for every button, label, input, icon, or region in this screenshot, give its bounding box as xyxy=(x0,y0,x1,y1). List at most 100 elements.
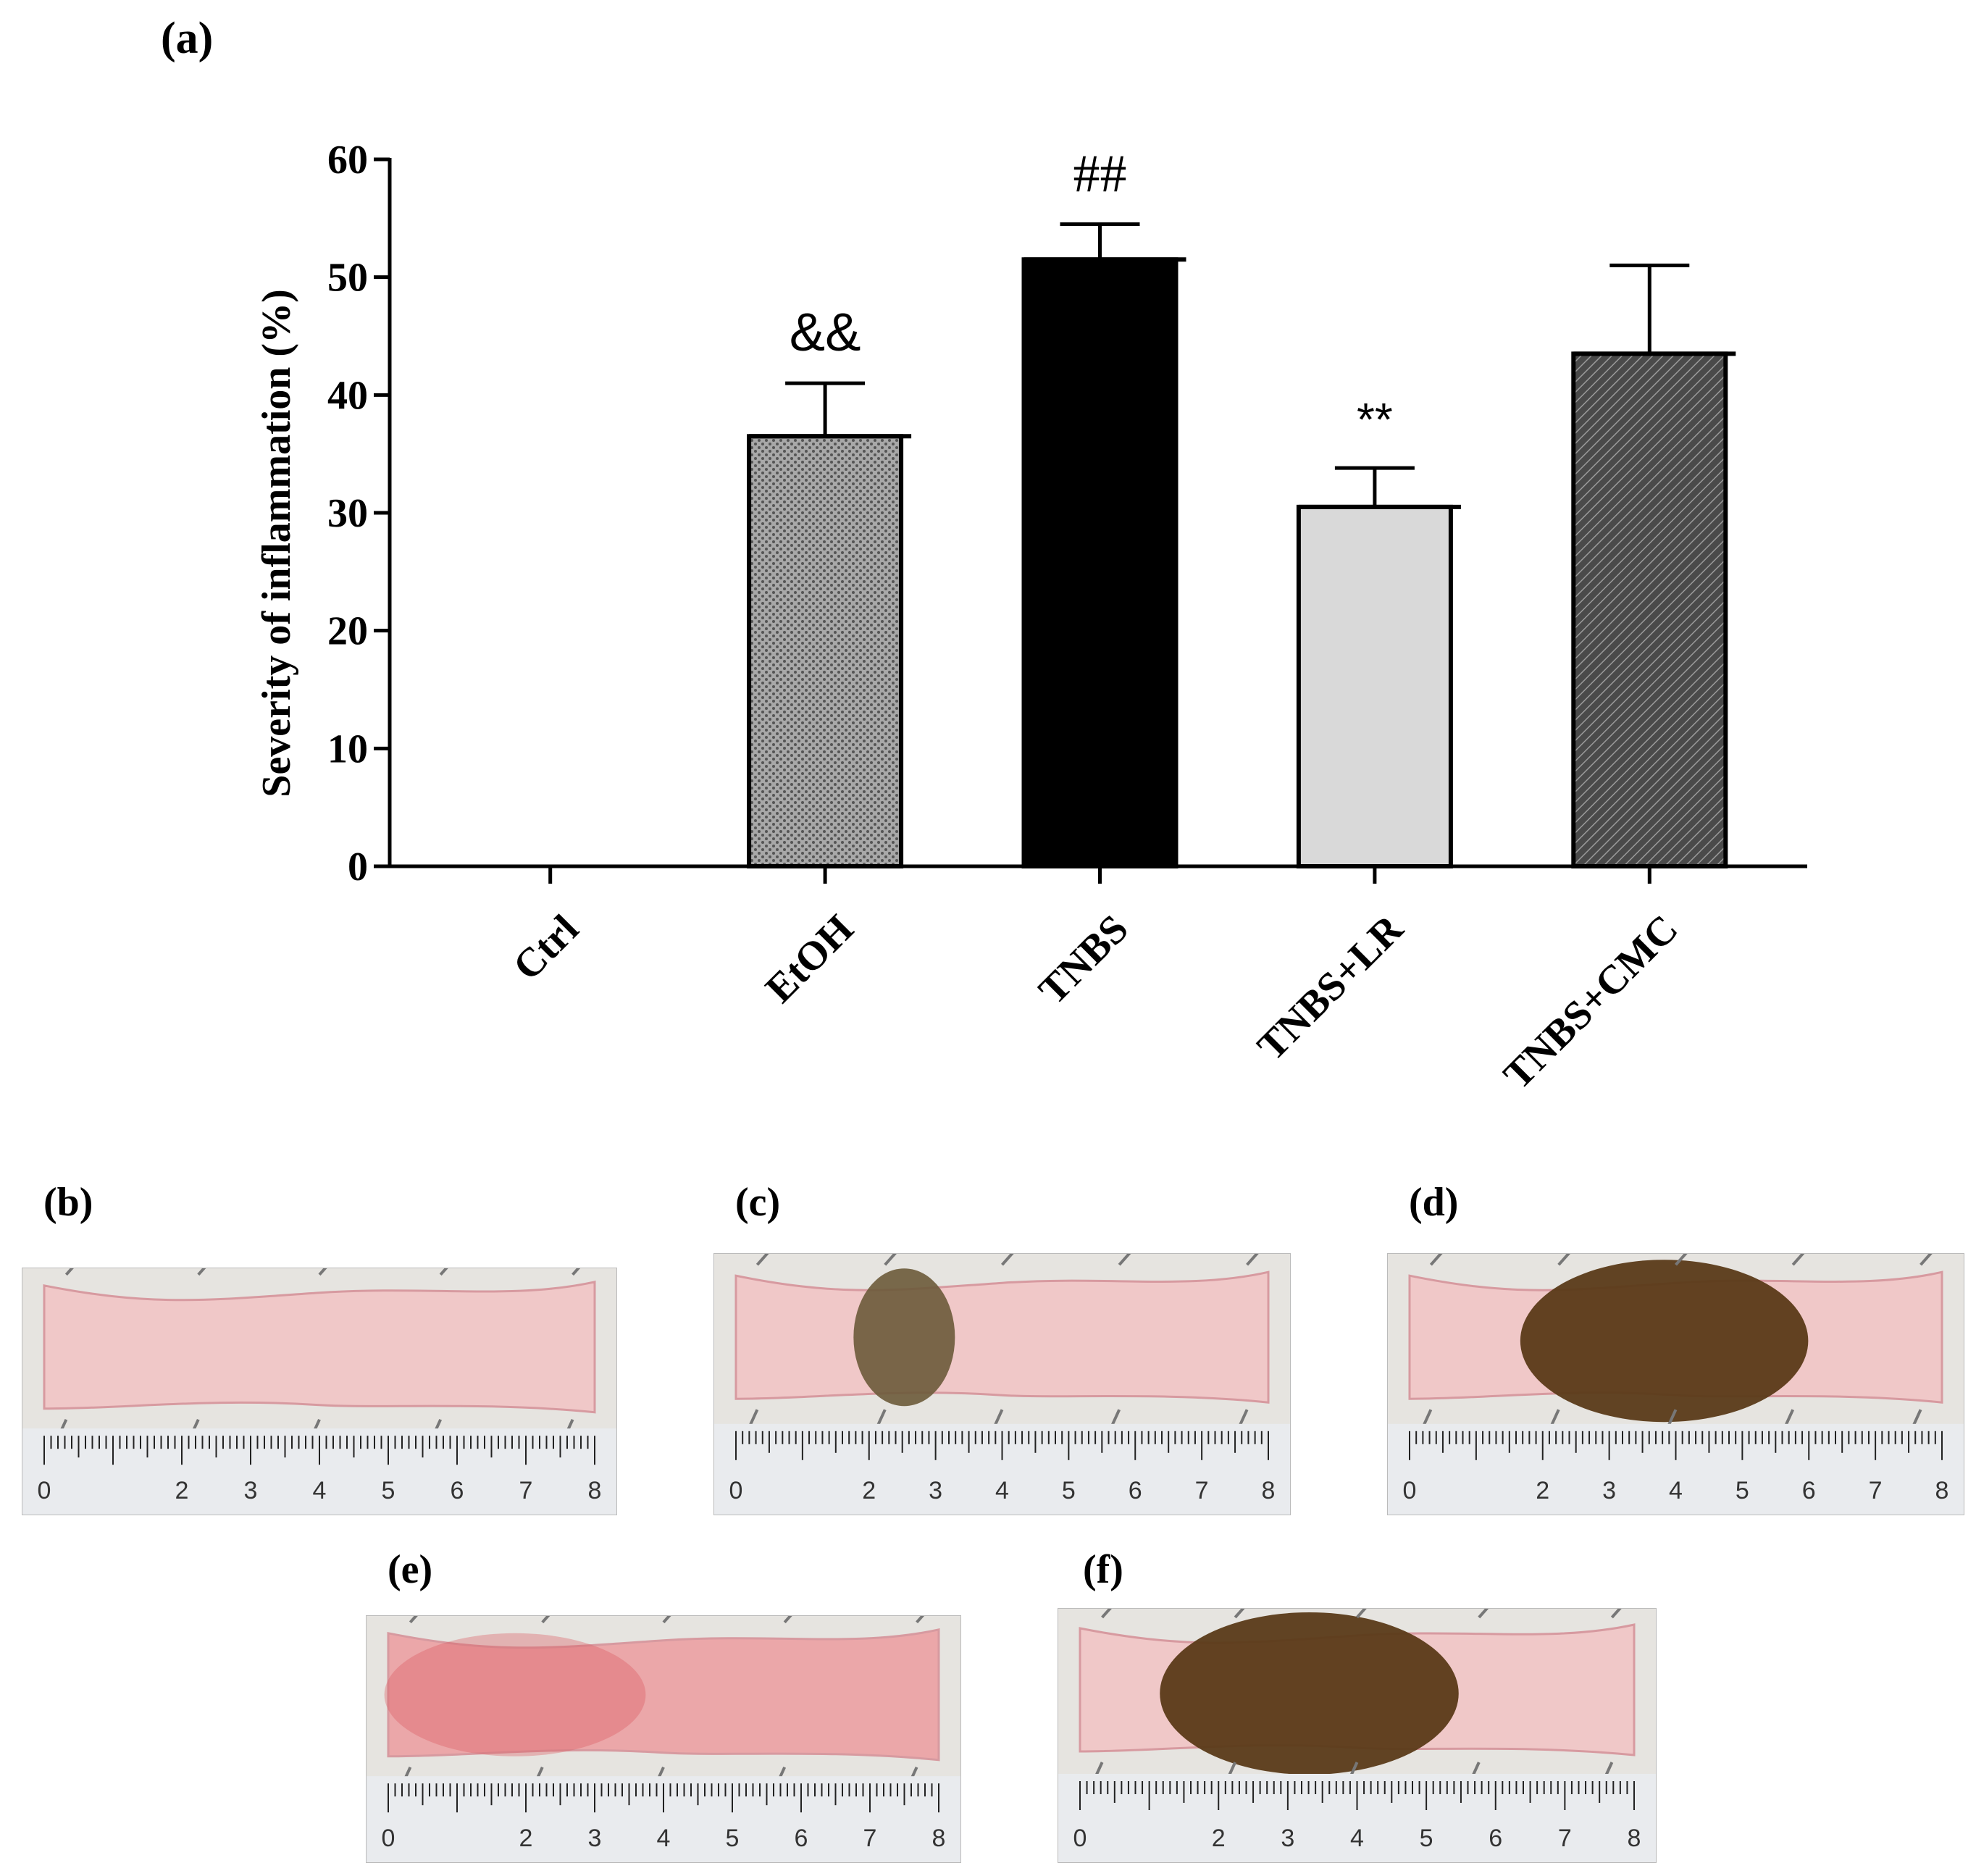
x-tick-label: TNBS+CMC xyxy=(1495,906,1686,1097)
pin xyxy=(1478,1609,1489,1619)
ruler-number: 8 xyxy=(588,1477,602,1504)
lesion xyxy=(1520,1260,1809,1423)
pin xyxy=(1557,1254,1570,1266)
ruler-number: 8 xyxy=(932,1825,946,1852)
lesion xyxy=(853,1268,955,1407)
ruler-number: 7 xyxy=(863,1825,877,1852)
pin xyxy=(1920,1254,1933,1266)
ruler-number: 0 xyxy=(729,1477,743,1504)
ruler-number: 5 xyxy=(1062,1477,1076,1504)
bar-tnbs-lr xyxy=(1296,504,1453,868)
y-tick-label: 40 xyxy=(327,373,368,418)
ruler-number: 0 xyxy=(382,1825,395,1852)
pin xyxy=(1118,1254,1131,1266)
ruler-number: 0 xyxy=(1073,1825,1087,1852)
ruler-number: 8 xyxy=(1628,1825,1641,1852)
ruler-number: 4 xyxy=(1669,1477,1683,1504)
pin xyxy=(1791,1254,1805,1266)
ruler-number: 6 xyxy=(1802,1477,1816,1504)
lesion xyxy=(1160,1612,1459,1775)
pin xyxy=(1101,1609,1112,1619)
pin xyxy=(783,1616,792,1624)
photo-colon-d: 0 2 3 4 5 6 7 8 xyxy=(1387,1253,1964,1515)
ruler-number: 7 xyxy=(519,1477,533,1504)
ruler-number: 0 xyxy=(38,1477,51,1504)
ruler-number: 8 xyxy=(1935,1477,1949,1504)
pin xyxy=(884,1254,897,1266)
y-tick-label: 60 xyxy=(327,138,368,183)
ruler-number: 6 xyxy=(1129,1477,1142,1504)
ruler-number: 6 xyxy=(451,1477,464,1504)
photo-colon-b: 0 2 3 4 5 6 7 8 xyxy=(22,1268,617,1515)
chart-labels: 0 10 20 30 40 50 60 Ctrl && EtOH ## TNBS ** TNBS+LR TN… xyxy=(327,138,1686,1098)
pin xyxy=(541,1616,550,1624)
ruler-number: 0 xyxy=(1403,1477,1417,1504)
photo-colon-c: 0 2 3 4 5 6 7 8 xyxy=(713,1253,1291,1515)
ruler-number: 7 xyxy=(1558,1825,1572,1852)
x-tick-label: Ctrl xyxy=(505,906,587,989)
pin xyxy=(755,1254,769,1266)
pin xyxy=(1675,1254,1688,1266)
significance-marker: ## xyxy=(1073,144,1127,204)
bar-etoh xyxy=(747,434,904,868)
ruler-number: 8 xyxy=(1262,1477,1276,1504)
ruler-number: 5 xyxy=(382,1477,395,1504)
y-tick-label: 20 xyxy=(327,609,368,654)
x-tick-label: EtOH xyxy=(757,906,862,1011)
colon-tissue xyxy=(387,1628,940,1762)
ruler-number: 2 xyxy=(1212,1825,1226,1852)
ruler-number: 5 xyxy=(1736,1477,1749,1504)
ruler-number: 3 xyxy=(1281,1825,1294,1852)
pin xyxy=(197,1268,206,1276)
pin xyxy=(1429,1254,1443,1266)
ruler-number: 3 xyxy=(588,1825,602,1852)
panel-label-a: (a) xyxy=(161,14,214,63)
y-tick-label: 30 xyxy=(327,491,368,536)
ruler-number: 3 xyxy=(1602,1477,1616,1504)
ruler-number: 7 xyxy=(1195,1477,1209,1504)
ruler-number: 4 xyxy=(1350,1825,1364,1852)
y-tick-label: 10 xyxy=(327,726,368,771)
x-tick-label: TNBS+LR xyxy=(1249,906,1412,1069)
photo-colon-f: 0 2 3 4 5 6 7 8 xyxy=(1058,1608,1657,1863)
ruler-number: 3 xyxy=(929,1477,942,1504)
ruler-number: 5 xyxy=(1420,1825,1433,1852)
pin xyxy=(409,1616,418,1624)
panel-label-e: (e) xyxy=(388,1547,433,1592)
panel-label-d: (d) xyxy=(1409,1180,1459,1225)
photo-colon-e: 0 2 3 4 5 6 7 8 xyxy=(366,1615,961,1863)
pin xyxy=(1246,1254,1259,1266)
bar-tnbs-cmc xyxy=(1571,351,1728,868)
inflamed-region xyxy=(384,1633,646,1756)
y-tick-label: 50 xyxy=(327,256,368,301)
pin xyxy=(318,1268,327,1276)
panel-label-b: (b) xyxy=(43,1180,93,1225)
pin xyxy=(64,1268,74,1276)
significance-marker: && xyxy=(790,302,861,362)
bar-tnbs xyxy=(1021,257,1179,868)
x-tick-label: TNBS xyxy=(1030,906,1136,1013)
pin xyxy=(1356,1609,1367,1619)
pin xyxy=(1610,1609,1622,1619)
ruler-number: 2 xyxy=(175,1477,189,1504)
y-axis-label: Severity of inflammation (%) xyxy=(254,289,299,797)
panel-label-c: (c) xyxy=(735,1180,781,1225)
bar-chart: 0 10 20 30 40 50 60 Ctrl && EtOH ## TNBS ** TNBS+LR TN… xyxy=(254,138,1807,1098)
ruler-number: 5 xyxy=(726,1825,740,1852)
ruler-number: 6 xyxy=(1489,1825,1502,1852)
ruler-number: 4 xyxy=(657,1825,671,1852)
ruler-number: 6 xyxy=(795,1825,808,1852)
pin xyxy=(662,1616,671,1624)
y-tick-label: 0 xyxy=(348,845,368,889)
pin xyxy=(439,1268,448,1276)
chart-bars xyxy=(747,222,1736,868)
ruler-number: 2 xyxy=(519,1825,533,1852)
ruler-number: 7 xyxy=(1869,1477,1883,1504)
pin xyxy=(1234,1609,1245,1619)
ruler-number: 2 xyxy=(1536,1477,1549,1504)
colon-tissue xyxy=(43,1280,596,1414)
pin xyxy=(916,1616,925,1624)
ruler-number: 4 xyxy=(995,1477,1009,1504)
pin xyxy=(1001,1254,1014,1266)
ruler-number: 3 xyxy=(244,1477,258,1504)
